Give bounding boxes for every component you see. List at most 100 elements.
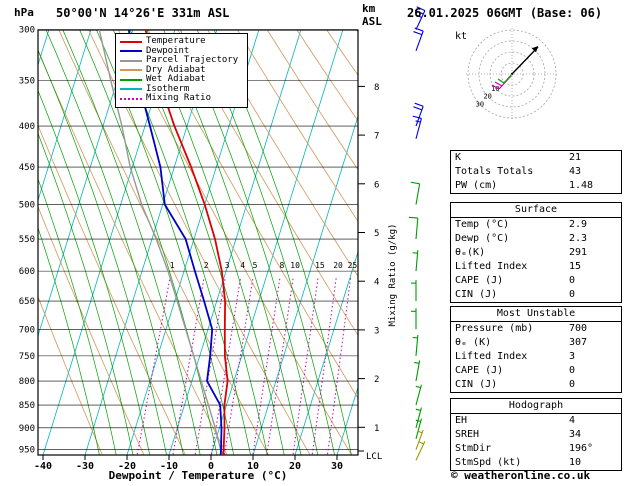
svg-text:400: 400 [19,122,35,132]
station-title: 50°00'N 14°26'E 331m ASL [56,6,230,20]
row-label: Lifted Index [455,261,528,272]
legend-label: Wet Adiabat [146,74,206,85]
svg-text:500: 500 [19,200,35,210]
row-label: StmSpd (kt) [455,457,522,468]
row-label: Dewp (°C) [455,233,510,244]
panel-surface: Surface Temp (°C) 2.9 Dewp (°C) 2.3 θₑ(K) 291 L… [450,202,622,303]
copyright: © weatheronline.co.uk [451,469,591,482]
svg-text:3: 3 [225,261,230,270]
legend-label: Parcel Trajectory [146,55,239,66]
dewpoint-curve [127,30,223,455]
parcel-trajectory-curve [98,30,224,455]
pressure-grid: 300 350 400 450 500 550 600 650 700 750 800 850 900 9… [19,26,358,456]
row-label: PW (cm) [455,180,498,191]
legend-label: Mixing Ratio [146,93,212,104]
svg-text:4: 4 [240,261,245,270]
row-label: θₑ(K) [455,247,486,258]
svg-text:-30: -30 [76,461,94,472]
wind-barbs [408,6,426,461]
svg-text:2: 2 [204,261,209,270]
svg-text:10: 10 [290,261,300,270]
svg-text:900: 900 [19,424,35,434]
row-label: EH [455,415,468,426]
chart-legend: Temperature Dewpoint Parcel Trajectory Dry … [115,33,248,108]
row-label: K [455,152,462,163]
row-label: SREH [455,429,480,440]
panel-row-totals-totals: Totals Totals 43 [451,165,621,179]
svg-text:450: 450 [19,163,35,173]
panel-title: Surface [451,203,621,218]
row-value: 700 [569,323,588,334]
panel-row-sreh: SREH 34 [451,428,621,442]
panel-row-k: θₑ (K) 307 [451,336,621,350]
datetime-title: 26.01.2025 06GMT (Base: 06) [407,6,603,20]
km-axis: 1 2 3 4 5 6 7 8 LCL [358,83,382,462]
legend-item-wet-adiabat: Wet Adiabat [120,75,243,85]
temperature-axis-label: Dewpoint / Temperature (°C) [108,469,288,482]
chart-border [37,29,359,456]
row-value: 15 [569,261,582,272]
svg-text:30: 30 [476,100,484,108]
row-label: Temp (°C) [455,219,510,230]
svg-text:LCL: LCL [366,452,382,462]
legend-swatch-isotherm [120,88,142,91]
panel-row-cape-j: CAPE (J) 0 [451,274,621,288]
svg-text:20: 20 [333,261,343,270]
svg-text:6: 6 [374,180,379,190]
svg-text:1: 1 [374,424,379,434]
row-value: 2.3 [569,233,588,244]
svg-text:700: 700 [19,325,35,335]
panel-title: Hodograph [451,399,621,414]
legend-swatch-mixing-ratio [120,97,142,100]
panel-row-pw-cm: PW (cm) 1.48 [451,179,621,193]
row-value: 0 [569,365,576,376]
svg-text:750: 750 [19,352,35,362]
panel-row-lifted-index: Lifted Index 3 [451,350,621,364]
panel-hodograph: Hodograph EH 4 SREH 34 StmDir 196° StmSpd (kt) 1… [450,398,622,471]
row-value: 34 [569,429,582,440]
legend-label: Temperature [146,36,206,47]
svg-text:15: 15 [315,261,325,270]
row-value: 196° [569,443,594,454]
panel-row-eh: EH 4 [451,414,621,428]
svg-text:350: 350 [19,77,35,87]
row-label: Totals Totals [455,166,534,177]
km-label: km [362,2,376,15]
legend-swatch-parcel-trajectory [120,59,142,62]
svg-text:800: 800 [19,377,35,387]
svg-text:30: 30 [331,461,343,472]
panel-row-stmdir: StmDir 196° [451,442,621,456]
panel-row-cape-j: CAPE (J) 0 [451,364,621,378]
temperature-axis: -40 -30 -20 -10 0 10 20 30 [34,455,343,472]
svg-text:0: 0 [208,461,214,472]
svg-text:5: 5 [253,261,258,270]
svg-text:8: 8 [279,261,284,270]
row-label: StmDir [455,443,492,454]
panel-row-pressure-mb: Pressure (mb) 700 [451,322,621,336]
legend-swatch-dry-adiabat [120,69,142,72]
panel-row-k: K 21 [451,151,621,165]
row-label: θₑ (K) [455,337,492,348]
row-value: 0 [569,379,576,390]
row-label: Pressure (mb) [455,323,534,334]
svg-text:20: 20 [289,461,301,472]
panel-most-unstable: Most Unstable Pressure (mb) 700 θₑ (K) 307 Li… [450,306,622,393]
svg-text:25: 25 [348,261,358,270]
panel-indices: K 21 Totals Totals 43 PW (cm) 1.48 [450,150,622,194]
row-value: 2.9 [569,219,588,230]
svg-text:-40: -40 [34,461,52,472]
isotherm-lines [38,30,358,455]
legend-item-mixing-ratio: Mixing Ratio [120,94,243,104]
legend-item-isotherm: Isotherm [120,83,243,95]
row-value: 21 [569,152,582,163]
row-label: CAPE (J) [455,275,504,286]
legend-swatch-wet-adiabat [120,78,142,81]
svg-text:4: 4 [374,278,379,288]
legend-item-dry-adiabat: Dry Adiabat [120,65,243,76]
legend-label: Isotherm [146,83,190,94]
panel-row-temp-c: Temp (°C) 2.9 [451,218,621,232]
row-value: 10 [569,457,582,468]
svg-text:-20: -20 [118,461,136,472]
